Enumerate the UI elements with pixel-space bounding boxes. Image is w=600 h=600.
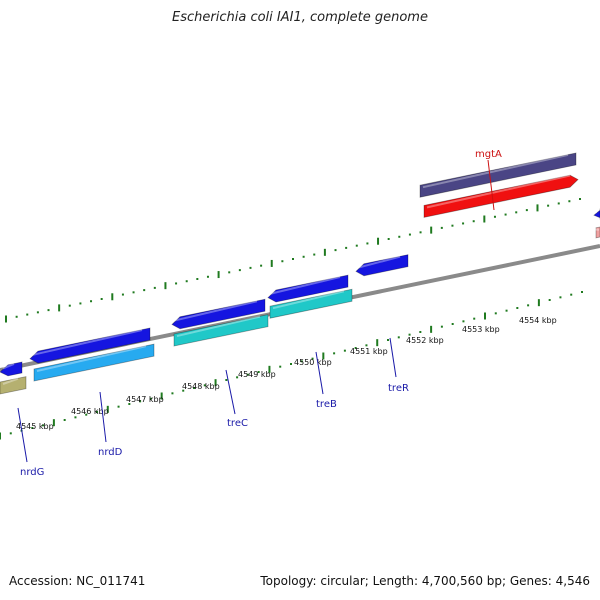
- tick-label-4545: 4545 kbp: [16, 422, 54, 431]
- outer-tick-track: [5, 198, 581, 323]
- topology-text: Topology: circular; Length: 4,700,560 bp…: [260, 574, 590, 588]
- feature-band-olive-highlight: [2, 377, 19, 385]
- cds-arrow-mgtA-purple[interactable]: [419, 152, 577, 198]
- tick-label-4548: 4548 kbp: [182, 382, 220, 391]
- feature-band-olive[interactable]: [0, 376, 27, 395]
- leader-nrdD: [99, 391, 107, 443]
- cds-arrow-treC-highlight: [174, 300, 258, 322]
- leader-mgtA: [487, 159, 495, 211]
- feature-band-pink-highlight: [591, 228, 600, 231]
- feature-band-pink[interactable]: [595, 226, 600, 239]
- gene-label-treB[interactable]: treB: [316, 399, 337, 410]
- tick-label-4554: 4554 kbp: [519, 316, 557, 325]
- gene-label-nrdD[interactable]: nrdD: [98, 447, 123, 458]
- cds-arrow-treC[interactable]: [171, 298, 266, 330]
- accession-text: Accession: NC_011741: [9, 574, 146, 588]
- cds-arrow-treB-highlight: [270, 276, 341, 295]
- feature-band-cyan-2[interactable]: [269, 288, 353, 319]
- tick-label-4552: 4552 kbp: [406, 336, 444, 345]
- feature-track: [0, 152, 600, 395]
- cds-arrow-mgtA-highlight: [426, 174, 571, 209]
- feature-band-cyan-2-highlight: [272, 290, 345, 310]
- gene-label-mgtA[interactable]: mgtA: [475, 149, 502, 160]
- cds-arrow-nrdD-region-highlight: [32, 329, 143, 356]
- cds-arrow-treB[interactable]: [267, 274, 349, 303]
- feature-band-lightblue-highlight: [36, 345, 147, 372]
- tick-label-4547: 4547 kbp: [126, 395, 164, 404]
- cds-arrow-edge-right[interactable]: [593, 208, 600, 220]
- tick-label-4550: 4550 kbp: [294, 358, 332, 367]
- cds-arrow-edge-left[interactable]: [0, 361, 23, 377]
- leader-treC: [225, 369, 236, 415]
- feature-band-lightblue[interactable]: [33, 343, 155, 382]
- cds-arrow-mgtA[interactable]: [423, 174, 579, 218]
- tick-label-4553: 4553 kbp: [462, 325, 500, 334]
- inner-tick-track: [0, 291, 583, 440]
- gene-label-treR[interactable]: treR: [388, 383, 409, 394]
- tick-label-4549: 4549 kbp: [238, 370, 276, 379]
- tick-label-4546: 4546 kbp: [71, 407, 109, 416]
- gene-label-group: nrdG nrdD treC treB treR mgtA: [20, 149, 502, 478]
- cds-arrow-edge-right-highlight: [591, 210, 598, 214]
- gene-label-treC[interactable]: treC: [227, 418, 248, 429]
- cds-arrow-treR[interactable]: [355, 254, 409, 277]
- cds-arrow-nrdD-region[interactable]: [29, 327, 151, 364]
- cds-arrow-edge-left-highlight: [2, 363, 15, 370]
- cds-arrow-mgtA-purple-highlight: [422, 153, 569, 189]
- leader-treB: [315, 351, 324, 395]
- map-title: Escherichia coli IAI1, complete genome: [172, 10, 428, 25]
- cds-arrow-treR-highlight: [358, 255, 401, 269]
- gene-label-nrdG[interactable]: nrdG: [20, 467, 44, 478]
- feature-band-cyan-1[interactable]: [173, 314, 269, 347]
- gene-leader-lines: [17, 159, 495, 463]
- tick-label-group: 4545 kbp 4546 kbp 4547 kbp 4548 kbp 4549…: [16, 316, 557, 431]
- feature-band-cyan-1-highlight: [176, 315, 261, 338]
- leader-treR: [389, 337, 397, 378]
- leader-nrdG: [17, 407, 28, 463]
- tick-label-4551: 4551 kbp: [350, 347, 388, 356]
